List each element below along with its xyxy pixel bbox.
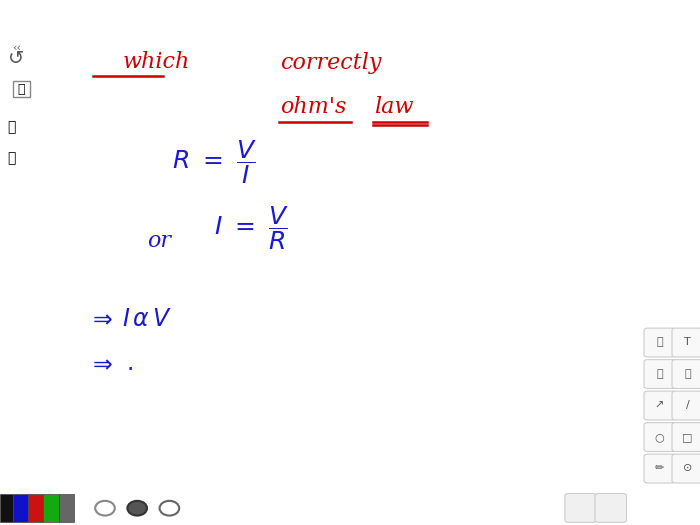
FancyBboxPatch shape: [672, 360, 700, 388]
Text: 🔒: 🔒: [656, 369, 663, 379]
FancyBboxPatch shape: [0, 494, 13, 522]
FancyBboxPatch shape: [59, 494, 74, 522]
Text: □: □: [682, 432, 692, 442]
FancyBboxPatch shape: [13, 494, 28, 522]
Text: which: which: [122, 51, 190, 74]
Text: ↗: ↗: [654, 400, 664, 411]
FancyBboxPatch shape: [13, 81, 30, 97]
FancyBboxPatch shape: [644, 423, 676, 451]
Text: $I\,\alpha\,V$: $I\,\alpha\,V$: [122, 307, 172, 331]
Text: 🎨: 🎨: [656, 337, 663, 348]
FancyBboxPatch shape: [565, 494, 596, 522]
FancyBboxPatch shape: [595, 494, 626, 522]
Text: ‹‹: ‹‹: [13, 43, 22, 52]
FancyBboxPatch shape: [672, 328, 700, 357]
Text: or: or: [147, 230, 171, 252]
FancyBboxPatch shape: [672, 423, 700, 451]
FancyBboxPatch shape: [644, 328, 676, 357]
Text: law: law: [374, 96, 414, 118]
FancyBboxPatch shape: [644, 391, 676, 420]
Text: $I\ =\ \dfrac{V}{R}$: $I\ =\ \dfrac{V}{R}$: [214, 204, 288, 252]
Circle shape: [95, 501, 115, 516]
Text: 📋: 📋: [7, 151, 15, 165]
FancyBboxPatch shape: [672, 454, 700, 483]
Text: ohm's: ohm's: [280, 96, 346, 118]
FancyBboxPatch shape: [28, 494, 43, 522]
Text: 📚: 📚: [684, 369, 691, 379]
Text: ✏: ✏: [654, 463, 664, 474]
Text: ⊙: ⊙: [682, 463, 692, 474]
Text: $.$: $.$: [126, 351, 133, 375]
Text: correctly: correctly: [280, 51, 382, 74]
FancyBboxPatch shape: [644, 360, 676, 388]
Text: /: /: [685, 400, 690, 411]
FancyBboxPatch shape: [43, 494, 59, 522]
Text: $R\ =\ \dfrac{V}{I}$: $R\ =\ \dfrac{V}{I}$: [172, 139, 256, 186]
Text: 📁: 📁: [7, 120, 15, 134]
Text: $\Rightarrow$: $\Rightarrow$: [88, 307, 113, 331]
Text: ○: ○: [654, 432, 664, 442]
Text: $\Rightarrow$: $\Rightarrow$: [88, 351, 113, 375]
Text: T: T: [684, 337, 691, 348]
Text: ↺: ↺: [8, 49, 24, 68]
Circle shape: [160, 501, 179, 516]
FancyBboxPatch shape: [644, 454, 676, 483]
Text: 🗑: 🗑: [18, 83, 24, 96]
Circle shape: [127, 501, 147, 516]
FancyBboxPatch shape: [672, 391, 700, 420]
